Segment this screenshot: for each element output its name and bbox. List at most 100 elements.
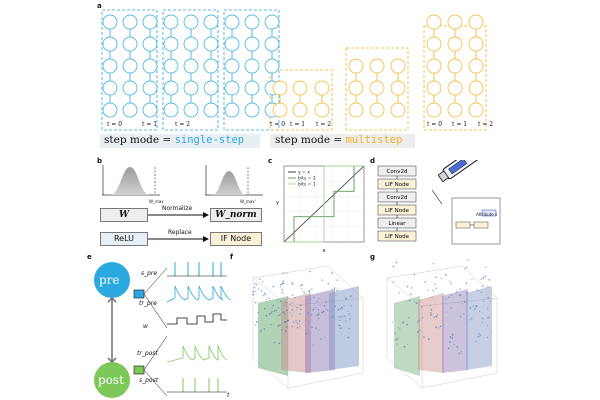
g-points-point-117 [458,352,461,355]
f-points-point-124 [289,303,291,305]
f-points-point-51 [338,324,341,327]
f-points-point-58 [313,296,315,299]
c-legend-label-2: bits = 1 [298,182,316,188]
post-trace [166,345,228,363]
multi-step-mode-bar [270,134,415,148]
f-points-point-147 [265,314,268,317]
f-points-point-148 [348,313,351,315]
f-points-point-46 [300,284,302,287]
f-points-point-53 [254,324,257,326]
g-points-point-77 [479,334,482,336]
layer-label-4: Linear [388,221,406,227]
f-points-point-128 [347,310,349,312]
g-points-point-40 [475,340,477,343]
panel-e-diagram [94,262,232,398]
f-points-point-101 [295,321,298,324]
g-points-point-26 [478,332,480,335]
f-points-point-87 [286,325,288,328]
g-points-point-67 [432,262,435,265]
g-points-point-54 [449,341,451,343]
g-points-point-7 [397,326,400,329]
g-points-point-0 [427,338,430,341]
single-col-1-node-0 [122,14,138,30]
single-col-3-node-0 [163,14,179,30]
g-points-point-109 [481,321,483,324]
c-series-1 [284,165,364,243]
f-points-point-38 [295,320,297,322]
f-points-point-29 [334,305,336,308]
normalize-label: Normalize [162,205,193,212]
f-points-point-103 [277,307,280,309]
f-points-point-130 [291,325,294,328]
g-points-point-113 [477,336,479,338]
f-points-point-152 [317,328,320,331]
f-points-point-70 [292,321,295,323]
f-points-point-135 [316,314,318,317]
plane-g-1 [394,296,420,376]
f-points-point-30 [264,307,266,310]
f-points-point-84 [260,330,262,332]
f-points-point-16 [321,279,324,281]
f-points-point-66 [336,289,339,291]
f-points-point-120 [282,311,285,313]
f-points-point-122 [308,298,311,301]
f-points-point-127 [253,290,256,293]
f-points-point-144 [331,272,333,274]
time-label-0: t = 0 [107,121,123,128]
f-points-point-48 [337,308,340,311]
f-points-point-63 [321,311,323,314]
g-points-point-70 [392,280,395,283]
probe-icon [437,160,483,183]
g-points-point-107 [481,285,484,287]
panel-d-diagram: Conv2d LIF Node Conv2d LIF Node Linear LIF No… [377,160,501,245]
g-points-point-42 [469,307,472,309]
f-points-point-136 [285,301,288,304]
g-points-point-11 [421,316,424,319]
c-series-2 [284,165,364,243]
multi-c-col-1-node-3 [447,80,463,96]
single-col-1-node-4 [122,102,138,118]
g-points-point-55 [472,305,475,307]
g-points-point-78 [408,299,411,302]
multi-c-col-0-node-2 [426,58,442,74]
single-col-4-node-4 [183,102,199,118]
g-points-point-86 [432,289,434,292]
single-col-7-node-1 [244,36,260,52]
f-points-point-17 [323,336,326,338]
g-points-point-6 [430,314,432,316]
single-col-6-node-4 [224,102,240,118]
single-col-6-node-0 [224,14,240,30]
f-points-point-41 [311,288,313,290]
single-col-1-node-2 [122,58,138,74]
f-points-point-142 [271,310,273,313]
f-points-point-88 [299,308,302,311]
f-points-point-121 [272,304,274,307]
g-points-point-106 [398,292,401,294]
f-points-point-98 [271,306,274,309]
g-points-point-92 [481,317,484,320]
g-points-point-49 [429,312,432,314]
g-points-point-111 [435,326,437,328]
time-label-2: t = 2 [175,121,191,128]
g-points-point-64 [445,311,448,313]
g-points-point-3 [392,265,395,268]
f-points-point-57 [284,321,286,324]
g-points-point-82 [461,303,463,305]
f-points-point-74 [300,288,303,290]
panel-b-letter: b [97,157,103,165]
f-points-point-138 [281,292,284,294]
multi-b-col-2-node-2 [390,102,406,118]
single-col-3-node-3 [163,80,179,96]
f-points-point-8 [294,296,296,299]
panel-f-letter: f [230,253,234,261]
f-points-point-125 [316,300,319,302]
layer-label-5: LIF Node [385,234,410,240]
g-points-point-110 [480,291,483,293]
weight-distribution-shape [110,167,150,195]
single-col-7-node-3 [244,80,260,96]
f-points-point-77 [341,316,344,318]
single-col-5-node-1 [203,36,219,52]
f-points-point-107 [338,316,341,318]
multi-b-col-0-node-2 [348,102,364,118]
f-points-point-83 [317,297,320,300]
